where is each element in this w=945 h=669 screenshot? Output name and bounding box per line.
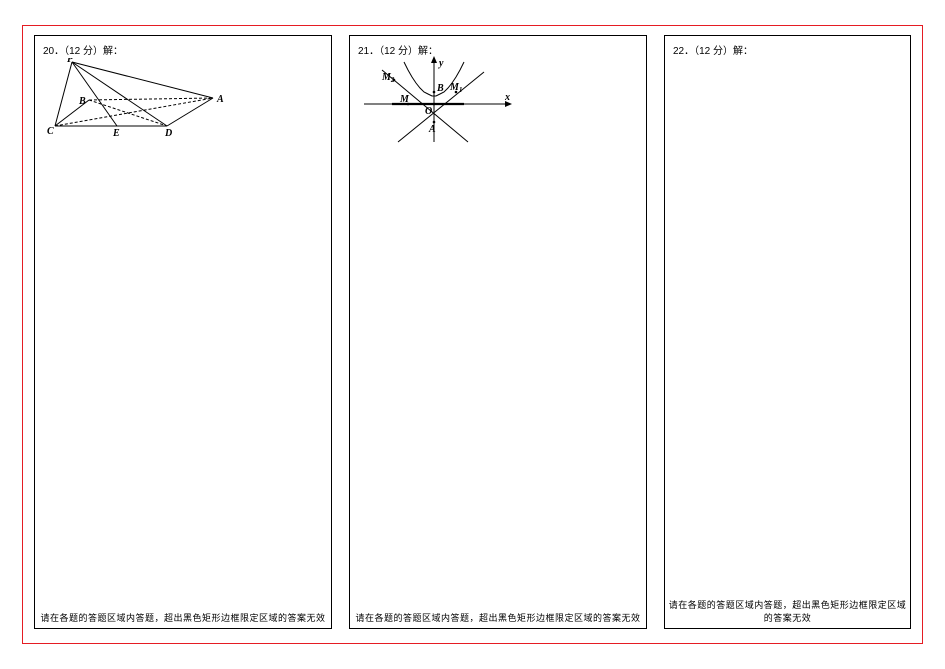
question-20-footer: 请在各题的答题区域内答题，超出黑色矩形边框限定区域的答案无效	[35, 611, 331, 624]
question-20-figure: P A B C D E	[47, 58, 227, 140]
question-20-header: 20．（12 分）解：	[43, 42, 123, 57]
question-21-header: 21．（12 分）解：	[358, 42, 438, 57]
label-A: A	[216, 94, 224, 105]
coordinate-figure-svg-clean: x y O A B M M1 M2	[362, 56, 522, 148]
label-A-fig2: A	[428, 124, 436, 135]
label-M: M	[399, 94, 410, 105]
question-22-footer: 请在各题的答题区域内答题，超出黑色矩形边框限定区域的答案无效	[665, 598, 910, 624]
label-C: C	[47, 126, 54, 137]
label-y: y	[438, 58, 444, 69]
answer-column-21: 21．（12 分）解：	[349, 35, 647, 629]
label-P: P	[67, 58, 74, 65]
question-21-figure: x y O A B M M1 M2	[362, 56, 522, 148]
label-B: B	[78, 96, 86, 107]
geometry-figure-svg: P A B C D E	[47, 58, 227, 140]
label-O: O	[425, 106, 432, 117]
label-B-fig2: B	[436, 83, 444, 94]
question-21-footer: 请在各题的答题区域内答题，超出黑色矩形边框限定区域的答案无效	[350, 611, 646, 624]
label-E: E	[112, 128, 120, 139]
label-x: x	[504, 92, 510, 103]
label-D: D	[164, 128, 172, 139]
question-22-header: 22．（12 分）解：	[673, 42, 753, 57]
answer-column-20: 20．（12 分）解： P A B C D	[34, 35, 332, 629]
answer-column-22: 22．（12 分）解： 请在各题的答题区域内答题，超出黑色矩形边框限定区域的答案…	[664, 35, 911, 629]
